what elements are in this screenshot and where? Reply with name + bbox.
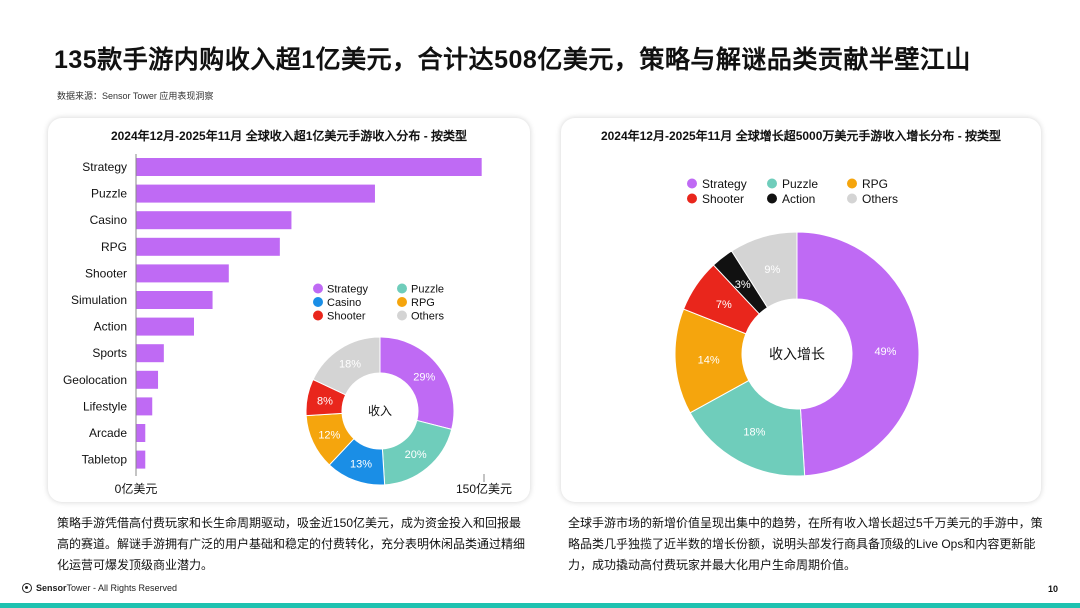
sensor-tower-logo-icon — [22, 583, 32, 593]
revenue-slice-others — [312, 336, 381, 396]
revenue-legend-label-shooter: Shooter — [327, 310, 366, 322]
revenue-legend-marker-casino — [313, 297, 323, 307]
revenue-slice-strategy — [379, 336, 455, 431]
bar-category-label-geolocation: Geolocation — [63, 373, 127, 387]
bar-category-label-action: Action — [94, 320, 127, 334]
revenue-legend-label-others: Others — [411, 310, 445, 322]
growth-center-label: 收入增长 — [769, 346, 825, 362]
growth-slice-label-rpg: 14% — [698, 354, 720, 366]
revenue-center-label: 收入 — [368, 404, 392, 418]
footer-brand: SensorTower - All Rights Reserved — [22, 583, 177, 593]
growth-distribution-chart: Strategy Puzzle RPG Shooter Action Others 49% 1… — [674, 177, 920, 477]
growth-slice-label-action: 3% — [735, 279, 751, 291]
revenue-legend-label-strategy: Strategy — [327, 283, 368, 295]
growth-chart-card: 2024年12月-2025年11月 全球增长超5000万美元手游收入增长分布 -… — [561, 118, 1041, 502]
x-tick-label-max: 150亿美元 — [456, 481, 512, 496]
growth-legend-label-action: Action — [782, 192, 815, 206]
bar-category-label-simulation: Simulation — [71, 293, 127, 307]
growth-legend-label-puzzle: Puzzle — [782, 177, 818, 191]
revenue-slice-label-puzzle: 20% — [405, 449, 427, 461]
data-source: 数据来源：Sensor Tower 应用表现洞察 — [57, 91, 214, 101]
bar-category-label-puzzle: Puzzle — [91, 187, 127, 201]
right-description: 全球手游市场的新增价值呈现出集中的趋势，在所有收入增长超过5千万美元的手游中，策… — [568, 516, 1043, 572]
footer-brand-b: Tower — [66, 583, 91, 593]
revenue-legend-label-rpg: RPG — [411, 297, 435, 309]
x-tick-label-min: 0亿美元 — [115, 481, 158, 496]
growth-slice-others — [730, 231, 798, 309]
revenue-chart-card: 2024年12月-2025年11月 全球收入超1亿美元手游收入分布 - 按类型 … — [48, 118, 530, 502]
bar-casino — [136, 211, 292, 230]
footer-rights: - All Rights Reserved — [90, 583, 178, 593]
growth-chart-title: 2024年12月-2025年11月 全球增长超5000万美元手游收入增长分布 -… — [600, 129, 1002, 143]
revenue-distribution-chart: Strategy Puzzle Casino RPG Shooter Simulation… — [63, 154, 512, 496]
revenue-legend-marker-puzzle — [397, 283, 407, 294]
bar-strategy — [136, 158, 482, 176]
revenue-legend-marker-others — [397, 310, 407, 321]
growth-legend-marker-others — [847, 193, 857, 204]
revenue-slice-label-shooter: 8% — [317, 395, 333, 407]
bottom-accent-bar — [0, 603, 1080, 608]
growth-slice-label-strategy: 49% — [874, 346, 896, 358]
growth-slice-label-shooter: 7% — [716, 299, 732, 311]
bar-category-label-rpg: RPG — [101, 240, 127, 254]
growth-legend-marker-shooter — [687, 193, 697, 204]
bar-geolocation — [136, 370, 159, 389]
growth-legend-label-strategy: Strategy — [702, 177, 747, 191]
revenue-slice-label-casino: 13% — [350, 459, 372, 471]
growth-slice-strategy — [796, 231, 920, 477]
revenue-legend-label-puzzle: Puzzle — [411, 283, 444, 295]
revenue-slice-label-others: 18% — [339, 359, 361, 371]
revenue-legend-marker-shooter — [313, 310, 323, 321]
revenue-legend-marker-strategy — [313, 283, 323, 294]
bar-category-label-casino: Casino — [90, 213, 128, 227]
bar-category-label-strategy: Strategy — [82, 160, 127, 174]
growth-slice-label-puzzle: 18% — [743, 426, 765, 438]
bar-category-label-arcade: Arcade — [89, 426, 127, 440]
bar-category-label-lifestyle: Lifestyle — [83, 399, 127, 413]
revenue-legend-marker-rpg — [397, 297, 407, 307]
growth-legend-label-shooter: Shooter — [702, 192, 744, 206]
growth-legend-marker-puzzle — [767, 178, 777, 189]
growth-legend-label-others: Others — [862, 192, 898, 206]
bar-sports — [136, 344, 164, 363]
footer-brand-a: Sensor — [36, 583, 67, 593]
bar-lifestyle — [136, 397, 153, 416]
bar-tabletop — [136, 450, 146, 469]
growth-slice-label-others: 9% — [764, 264, 780, 276]
revenue-slice-label-strategy: 29% — [413, 372, 435, 384]
growth-legend-label-rpg: RPG — [862, 177, 888, 191]
bar-chart-title: 2024年12月-2025年11月 全球收入超1亿美元手游收入分布 - 按类型 — [110, 129, 468, 143]
bar-arcade — [136, 424, 146, 442]
bar-action — [136, 317, 194, 336]
bar-category-label-sports: Sports — [92, 346, 127, 360]
revenue-slice-label-rpg: 12% — [318, 430, 340, 442]
growth-legend-marker-strategy — [687, 178, 697, 189]
left-description: 策略手游凭借高付费玩家和长生命周期驱动，吸金近150亿美元，成为资金投入和回报最… — [57, 516, 526, 572]
bar-shooter — [136, 264, 229, 283]
growth-legend-marker-rpg — [847, 178, 857, 189]
bar-category-label-tabletop: Tabletop — [82, 453, 128, 467]
bar-simulation — [136, 291, 213, 309]
growth-legend-marker-action — [767, 193, 777, 204]
page-title: 135款手游内购收入超1亿美元，合计达508亿美元，策略与解谜品类贡献半壁江山 — [54, 46, 971, 74]
bar-category-label-shooter: Shooter — [85, 266, 127, 280]
bar-rpg — [136, 237, 280, 256]
page-number: 10 — [1047, 584, 1058, 594]
revenue-legend-label-casino: Casino — [327, 297, 361, 309]
bar-puzzle — [136, 184, 375, 203]
